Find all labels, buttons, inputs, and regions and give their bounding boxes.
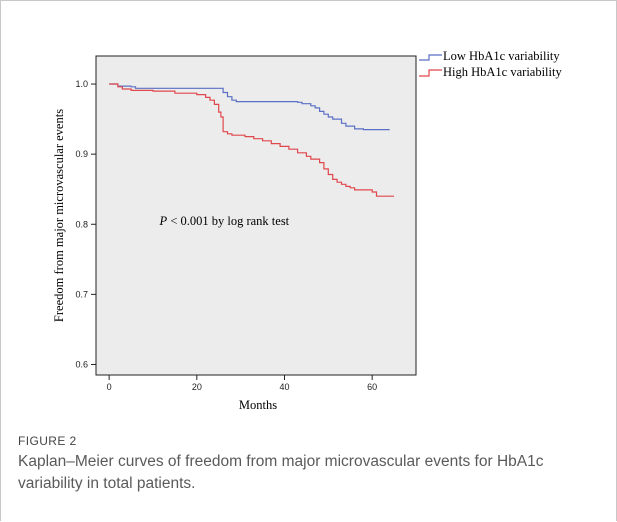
figure-label: FIGURE 2 xyxy=(18,434,77,448)
low-variability-curve xyxy=(109,83,390,131)
y-axis: 0.6 0.7 0.8 0.9 1.0 xyxy=(75,79,96,369)
y-tick-label: 0.9 xyxy=(75,149,88,159)
legend: Low HbA1c variability High HbA1c variabi… xyxy=(419,49,562,79)
y-axis-label: Freedom from major microvascular events xyxy=(52,109,66,322)
y-tick-label: 0.7 xyxy=(75,289,88,299)
y-tick-label: 0.8 xyxy=(75,219,88,229)
plot-area xyxy=(95,55,417,376)
x-tick-label: 60 xyxy=(367,382,377,392)
km-chart: 0.6 0.7 0.8 0.9 1.0 0 20 40 60 Freedom from maj… xyxy=(52,49,562,412)
y-tick-label: 0.6 xyxy=(75,359,88,369)
y-tick-label: 1.0 xyxy=(75,79,88,89)
x-tick-label: 0 xyxy=(107,382,112,392)
legend-swatch-high xyxy=(419,69,442,77)
p-symbol: P xyxy=(159,214,168,228)
legend-swatch-low xyxy=(419,54,442,61)
high-variability-curve xyxy=(109,83,395,197)
log-rank-text: < 0.001 by log rank test xyxy=(167,214,289,228)
x-tick-label: 20 xyxy=(192,382,202,392)
log-rank-annotation: P < 0.001 by log rank test xyxy=(159,214,290,228)
x-tick-label: 40 xyxy=(279,382,289,392)
figure-caption: Kaplan–Meier curves of freedom from majo… xyxy=(18,453,544,492)
legend-label-high: High HbA1c variability xyxy=(443,65,562,79)
x-axis-label: Months xyxy=(239,398,277,412)
survival-curves xyxy=(109,83,395,197)
legend-label-low: Low HbA1c variability xyxy=(443,49,560,63)
x-axis: 0 20 40 60 xyxy=(107,375,377,392)
